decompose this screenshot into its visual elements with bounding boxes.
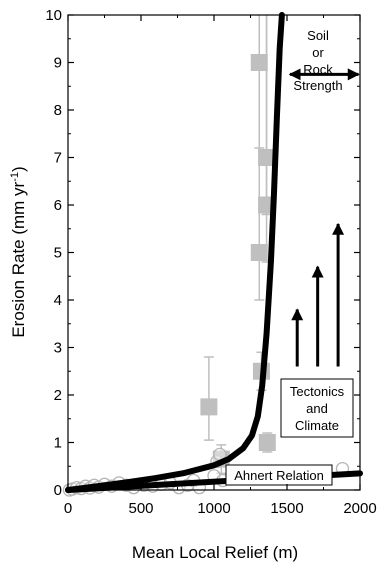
ahnert-label: Ahnert Relation (234, 468, 324, 483)
plot-area: Ahnert Relation (62, 12, 363, 497)
x-tick-label: 0 (64, 500, 72, 517)
x-axis-title: Mean Local Relief (m) (132, 543, 298, 562)
soil-label-line1: Soil (307, 28, 329, 43)
curve-threshold (65, 12, 285, 493)
y-tick-label: 3 (54, 340, 62, 357)
y-tick-label: 0 (54, 482, 62, 499)
y-tick-label: 4 (54, 292, 62, 309)
y-tick-label: 1 (54, 435, 62, 452)
tectonics-box (280, 378, 354, 438)
y-tick-label: 10 (45, 7, 62, 24)
x-tick-label: 1500 (270, 500, 303, 517)
data-square (258, 434, 276, 451)
data-square (250, 244, 268, 261)
y-tick-label: 5 (54, 245, 62, 262)
y-tick-label: 8 (54, 102, 62, 119)
axis-ticks: 0 1 2 3 4 5 6 7 8 9 10 0 500 1000 1500 2000 (45, 7, 376, 517)
ahnert-box (225, 464, 333, 486)
tectonics-label-line1: Tectonics (290, 384, 345, 399)
y-axis-title: Erosion Rate (mm yr-1) (9, 166, 28, 337)
soil-label-line2: or (312, 45, 324, 60)
x-tick-label: 1000 (197, 500, 230, 517)
tectonics-label-line2: and (306, 401, 328, 416)
soil-label-line4: Strength (293, 78, 342, 93)
data-square (258, 149, 276, 166)
y-axis-title-main: Erosion Rate (mm yr (9, 181, 28, 337)
y-axis-title-close: ) (9, 166, 28, 172)
x-tick-label: 2000 (343, 500, 376, 517)
tectonics-label-line3: Climate (295, 418, 339, 433)
x-tick-label: 500 (128, 500, 153, 517)
y-axis-title-sup: -1 (9, 172, 21, 182)
data-square (200, 398, 218, 416)
y-tick-label: 7 (54, 150, 62, 167)
data-square (250, 54, 268, 71)
y-tick-label: 2 (54, 387, 62, 404)
soil-label-line3: Rock (303, 62, 333, 77)
y-tick-label: 9 (54, 55, 62, 72)
y-tick-label: 6 (54, 197, 62, 214)
